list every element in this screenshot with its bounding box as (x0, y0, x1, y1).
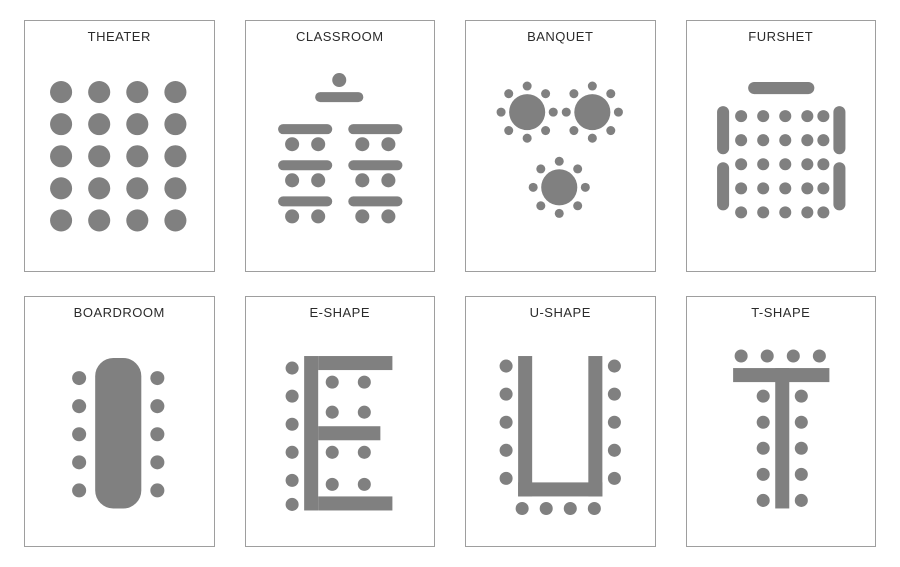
card-title: BANQUET (527, 29, 593, 44)
card-title: E-SHAPE (309, 305, 370, 320)
card-furshet: FURSHET (686, 20, 877, 272)
card-title: FURSHET (748, 29, 813, 44)
card-classroom: CLASSROOM (245, 20, 436, 272)
card-u-shape: U-SHAPE (465, 296, 656, 548)
diagram-classroom (252, 54, 429, 261)
card-boardroom: BOARDROOM (24, 296, 215, 548)
diagram-boardroom (31, 330, 208, 537)
card-title: THEATER (88, 29, 151, 44)
card-t-shape: T-SHAPE (686, 296, 877, 548)
card-theater: THEATER (24, 20, 215, 272)
card-banquet: BANQUET (465, 20, 656, 272)
diagram-e-shape (252, 330, 429, 537)
layout-grid: THEATER CLASSROOM BANQUET FURSHET BOARDROOM E… (24, 20, 876, 547)
card-title: CLASSROOM (296, 29, 384, 44)
card-e-shape: E-SHAPE (245, 296, 436, 548)
card-title: U-SHAPE (530, 305, 591, 320)
card-title: BOARDROOM (74, 305, 165, 320)
diagram-t-shape (693, 330, 870, 537)
diagram-furshet (693, 54, 870, 261)
diagram-theater (31, 54, 208, 261)
diagram-u-shape (472, 330, 649, 537)
card-title: T-SHAPE (751, 305, 810, 320)
diagram-banquet (472, 54, 649, 261)
